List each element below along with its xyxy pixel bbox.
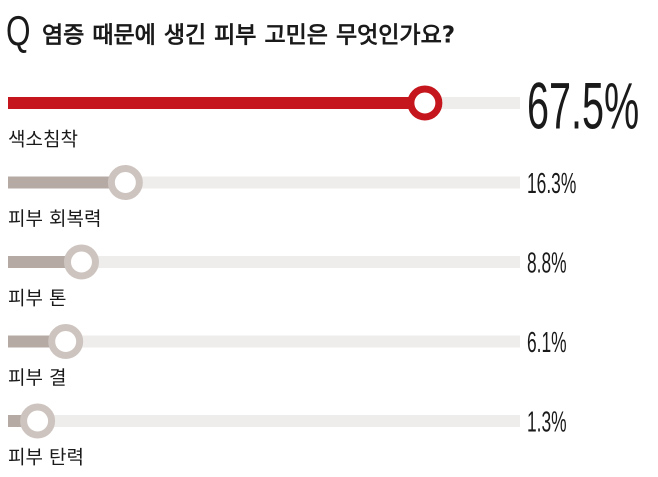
category-label: 피부 톤 bbox=[8, 288, 66, 310]
knob bbox=[20, 403, 56, 439]
knob bbox=[48, 324, 84, 359]
category-label: 피부 결 bbox=[8, 367, 66, 389]
bar bbox=[8, 256, 82, 268]
track bbox=[8, 335, 520, 348]
chart-title: 염증 때문에 생긴 피부 고민은 무엇인가요? bbox=[42, 23, 455, 49]
bar bbox=[8, 97, 425, 109]
value-label: 8.8% bbox=[527, 247, 567, 280]
category-label: 피부 회복력 bbox=[8, 208, 101, 230]
value-label: 67.5% bbox=[527, 69, 639, 143]
value-label: 1.3% bbox=[527, 406, 567, 439]
category-label: 색소침착 bbox=[8, 129, 78, 151]
value-label: 6.1% bbox=[527, 327, 567, 360]
knob bbox=[63, 244, 99, 280]
title-marker: Q bbox=[6, 7, 31, 55]
bar bbox=[8, 176, 126, 189]
category-label: 피부 탄력 bbox=[8, 447, 84, 469]
value-label: 16.3% bbox=[527, 168, 576, 201]
track bbox=[8, 415, 520, 427]
knob bbox=[107, 165, 143, 200]
track bbox=[8, 256, 520, 268]
knob bbox=[407, 85, 443, 121]
